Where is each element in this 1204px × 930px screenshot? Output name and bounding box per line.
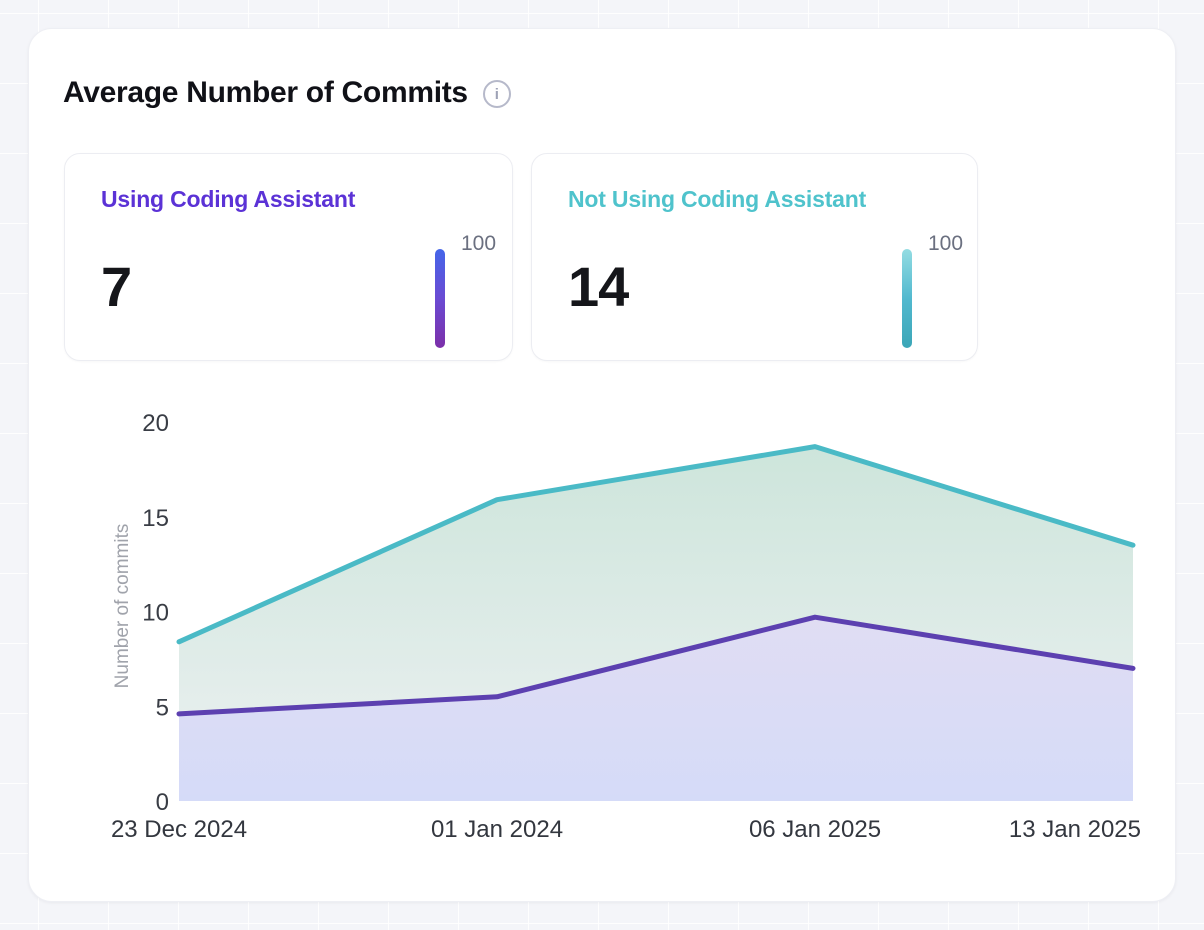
x-tick-label: 06 Jan 2025 xyxy=(749,816,881,843)
y-tick-label: 20 xyxy=(142,410,169,437)
scale-max-label: 100 xyxy=(461,232,497,255)
scale-max-label: 100 xyxy=(928,232,964,255)
y-tick-label: 5 xyxy=(156,694,169,721)
stat-value: 14 xyxy=(568,255,629,318)
stat-value: 7 xyxy=(101,255,132,318)
commits-area-chart: 0 5 10 15 20 23 Dec 2024 01 Jan 2024 06 Jan 202… xyxy=(111,410,1141,843)
series-area-1 xyxy=(179,617,1133,801)
page-title: Average Number of Commits xyxy=(63,76,468,109)
stat-label: Using Coding Assistant xyxy=(101,186,356,212)
stat-card-using-assistant: Using Coding Assistant 7 100 xyxy=(64,153,513,361)
y-tick-label: 15 xyxy=(142,505,169,532)
y-axis-title: Number of commits xyxy=(112,524,133,689)
series-line-1 xyxy=(176,614,1136,717)
scale-bar-icon xyxy=(902,249,912,348)
x-tick-label: 13 Jan 2025 xyxy=(1009,816,1141,843)
average-commits-card: Average Number of Commits i Using Coding… xyxy=(28,28,1176,902)
y-tick-label: 10 xyxy=(142,600,169,627)
scale-bar-icon xyxy=(435,249,445,348)
x-tick-label: 23 Dec 2024 xyxy=(111,816,247,843)
y-tick-label: 0 xyxy=(156,789,169,816)
stat-card-not-using-assistant: Not Using Coding Assistant 14 100 xyxy=(531,153,978,361)
x-tick-label: 01 Jan 2024 xyxy=(431,816,563,843)
card-header: Average Number of Commits i xyxy=(63,75,511,111)
stat-label: Not Using Coding Assistant xyxy=(568,186,867,212)
info-icon[interactable]: i xyxy=(482,80,511,108)
series-line-0 xyxy=(176,444,1136,645)
